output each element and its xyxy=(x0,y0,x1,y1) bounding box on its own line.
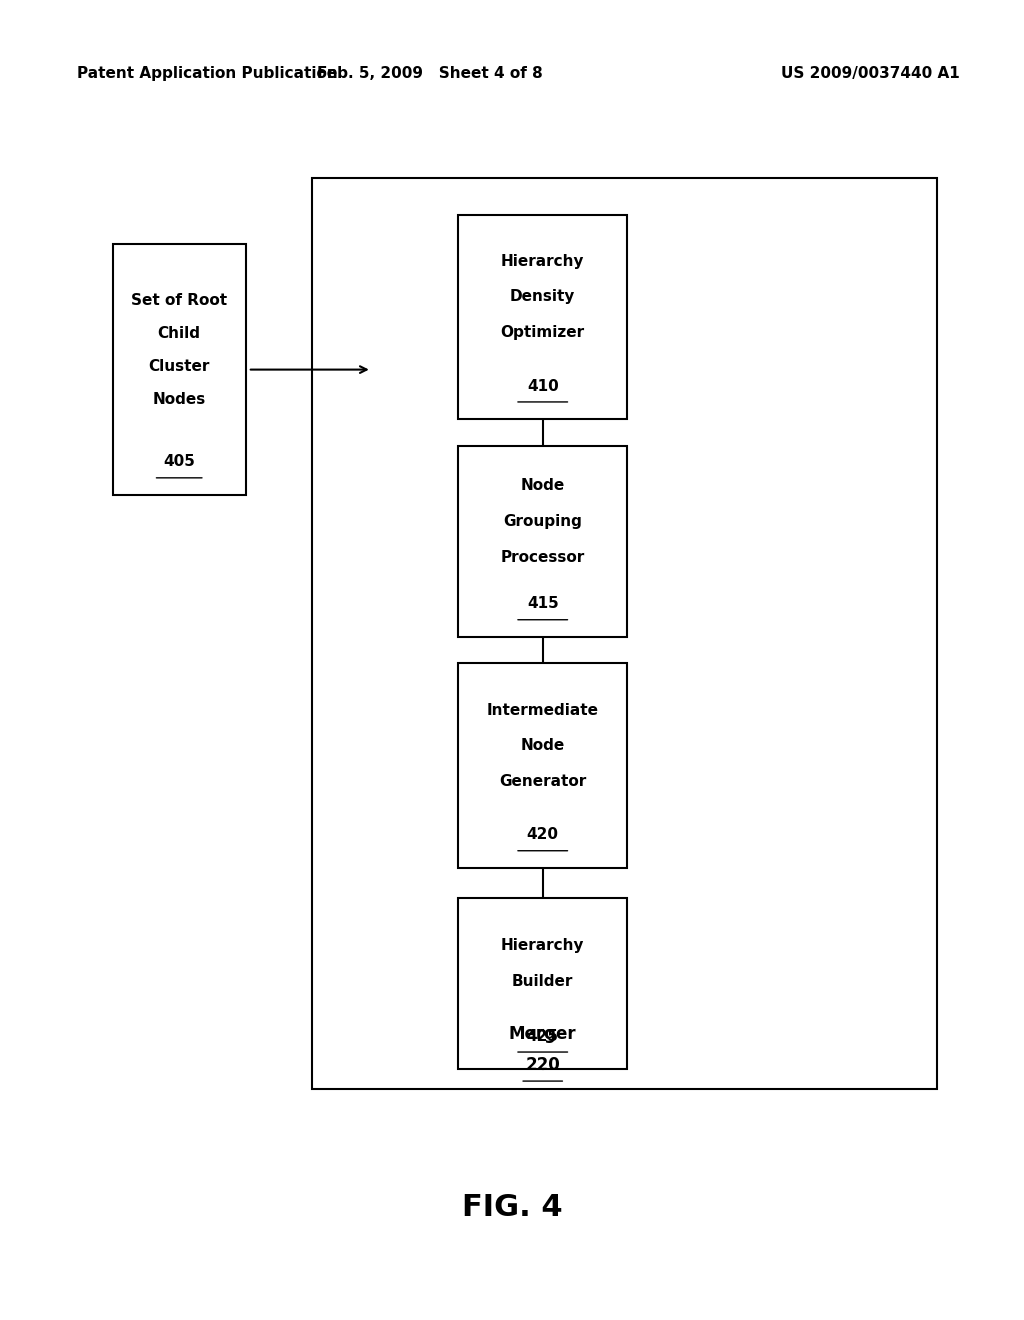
FancyBboxPatch shape xyxy=(113,244,246,495)
Text: Feb. 5, 2009   Sheet 4 of 8: Feb. 5, 2009 Sheet 4 of 8 xyxy=(317,66,543,82)
Text: Cluster: Cluster xyxy=(148,359,210,374)
FancyBboxPatch shape xyxy=(459,664,627,869)
Text: Builder: Builder xyxy=(512,974,573,989)
Text: Processor: Processor xyxy=(501,549,585,565)
Text: 220: 220 xyxy=(525,1056,560,1074)
Text: Grouping: Grouping xyxy=(503,513,583,529)
Text: Node: Node xyxy=(520,738,565,754)
Text: Hierarchy: Hierarchy xyxy=(501,253,585,269)
Text: Merger: Merger xyxy=(509,1024,577,1043)
FancyBboxPatch shape xyxy=(459,214,627,420)
Text: 420: 420 xyxy=(526,828,559,842)
Text: Child: Child xyxy=(158,326,201,341)
FancyBboxPatch shape xyxy=(459,898,627,1069)
Text: Patent Application Publication: Patent Application Publication xyxy=(77,66,338,82)
Text: 405: 405 xyxy=(163,454,196,470)
Text: Optimizer: Optimizer xyxy=(501,325,585,341)
Text: 425: 425 xyxy=(526,1028,559,1044)
Text: Set of Root: Set of Root xyxy=(131,293,227,308)
Text: Density: Density xyxy=(510,289,575,305)
Text: Intermediate: Intermediate xyxy=(486,702,599,718)
Text: 410: 410 xyxy=(526,379,559,393)
Text: Generator: Generator xyxy=(499,774,587,789)
Text: Nodes: Nodes xyxy=(153,392,206,407)
Text: Node: Node xyxy=(520,478,565,494)
Text: Hierarchy: Hierarchy xyxy=(501,939,585,953)
FancyBboxPatch shape xyxy=(459,446,627,638)
Text: US 2009/0037440 A1: US 2009/0037440 A1 xyxy=(781,66,959,82)
Text: 415: 415 xyxy=(526,597,559,611)
Text: FIG. 4: FIG. 4 xyxy=(462,1193,562,1222)
